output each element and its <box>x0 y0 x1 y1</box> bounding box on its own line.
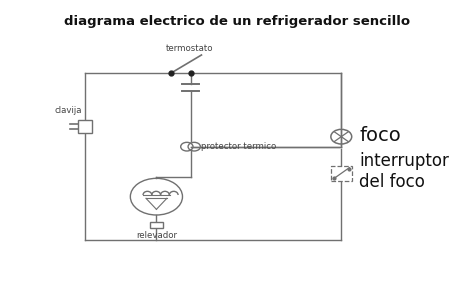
Text: clavija: clavija <box>55 106 82 115</box>
Text: relevador: relevador <box>136 231 177 240</box>
Bar <box>331 166 352 181</box>
Text: foco: foco <box>359 125 401 145</box>
Text: interruptor
del foco: interruptor del foco <box>359 152 449 191</box>
Bar <box>150 222 163 228</box>
Text: termostato: termostato <box>166 44 213 53</box>
Text: diagrama electrico de un refrigerador sencillo: diagrama electrico de un refrigerador se… <box>64 15 410 28</box>
Bar <box>78 120 92 133</box>
Text: protector termico: protector termico <box>201 142 276 151</box>
